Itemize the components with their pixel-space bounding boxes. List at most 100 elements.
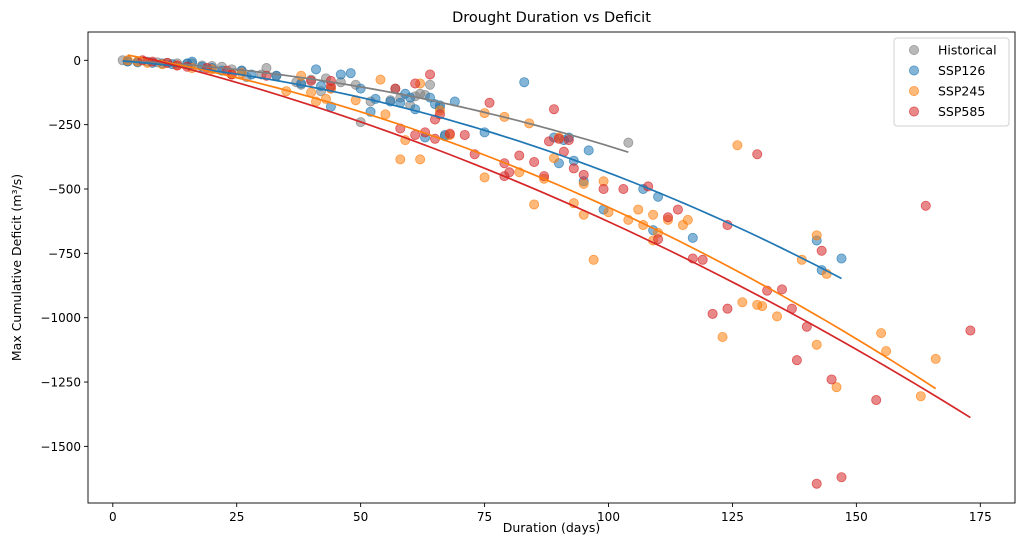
data-point	[395, 154, 406, 165]
data-point	[920, 200, 931, 211]
data-point	[563, 135, 574, 146]
data-point	[425, 69, 436, 80]
data-point	[345, 68, 356, 79]
data-point	[529, 199, 540, 210]
data-point	[618, 183, 629, 194]
data-point	[816, 245, 827, 256]
data-point	[653, 234, 664, 245]
data-point	[405, 92, 416, 103]
data-point	[836, 253, 847, 264]
data-point	[484, 97, 495, 108]
data-point	[271, 70, 282, 81]
data-point	[504, 167, 515, 178]
data-point	[425, 79, 436, 90]
y-tick-label: −1000	[40, 311, 81, 325]
y-tick-label: −500	[48, 183, 81, 197]
data-point	[415, 154, 426, 165]
data-point	[578, 178, 589, 189]
legend-marker-ssp245	[909, 86, 920, 97]
data-point	[479, 172, 490, 183]
data-point	[311, 64, 322, 75]
data-point	[648, 209, 659, 220]
data-point	[915, 391, 926, 402]
data-point	[717, 331, 728, 342]
data-point	[722, 303, 733, 314]
data-point	[544, 136, 555, 147]
data-point	[707, 308, 718, 319]
data-point	[672, 204, 683, 215]
data-point	[811, 230, 822, 241]
data-point	[836, 472, 847, 483]
y-tick-label: −1500	[40, 440, 81, 454]
data-point	[548, 104, 559, 115]
legend-box	[893, 37, 1010, 127]
data-point	[791, 355, 802, 366]
axes-frame	[87, 31, 1016, 504]
x-tick-label: 150	[845, 510, 868, 524]
data-point	[752, 149, 763, 160]
plot-area	[87, 31, 1016, 504]
y-axis-label: Max Cumulative Deficit (m³/s)	[9, 174, 24, 361]
data-point	[633, 204, 644, 215]
data-point	[553, 133, 564, 144]
trend-line-historical	[122, 59, 629, 153]
x-tick-label: 75	[477, 510, 492, 524]
data-point	[732, 140, 743, 151]
data-point	[296, 70, 307, 81]
data-point	[757, 301, 768, 312]
x-tick-label: 175	[969, 510, 992, 524]
data-point	[772, 311, 783, 322]
data-point	[662, 212, 673, 223]
x-tick-label: 125	[721, 510, 744, 524]
x-tick-label: 25	[229, 510, 244, 524]
trend-line-ssp245	[127, 54, 937, 390]
chart-title: Drought Duration vs Deficit	[452, 10, 651, 26]
data-point	[811, 478, 822, 489]
x-tick-label: 50	[353, 510, 368, 524]
y-tick-label: −1250	[40, 376, 81, 390]
data-point	[375, 74, 386, 85]
data-point	[588, 254, 599, 265]
trend-line-ssp126	[122, 60, 842, 280]
data-point	[737, 297, 748, 308]
data-point	[623, 137, 634, 148]
data-point	[568, 163, 579, 174]
legend-label-historical: Historical	[938, 43, 997, 58]
data-point	[335, 69, 346, 80]
legend: Historical SSP126 SSP245 SSP585	[893, 37, 1010, 127]
data-point	[578, 169, 589, 180]
x-tick-label: 100	[597, 510, 620, 524]
data-point	[459, 129, 470, 140]
data-point	[871, 395, 882, 406]
legend-marker-historical	[909, 45, 920, 56]
data-point	[965, 325, 976, 336]
trend-line-ssp585	[142, 56, 971, 419]
legend-marker-ssp126	[909, 65, 920, 76]
x-axis-label: Duration (days)	[503, 520, 601, 535]
axes-ticks: 0 25 50 75 100 125 150 175 0 −250 −500 −750 −1000 −12…	[40, 54, 991, 524]
data-point	[777, 284, 788, 295]
data-point	[831, 382, 842, 393]
data-point	[598, 183, 609, 194]
data-point	[687, 232, 698, 243]
data-point	[583, 145, 594, 156]
data-point	[355, 83, 366, 94]
y-tick-label: −750	[48, 247, 81, 261]
data-point	[682, 214, 693, 225]
y-tick-label: 0	[73, 54, 81, 68]
data-point	[826, 374, 837, 385]
data-point	[930, 353, 941, 364]
data-point	[697, 254, 708, 265]
data-point	[519, 77, 530, 88]
data-point	[876, 328, 887, 339]
data-point	[881, 346, 892, 357]
data-point	[514, 150, 525, 161]
y-tick-label: −250	[48, 118, 81, 132]
data-point	[529, 156, 540, 167]
legend-marker-ssp585	[909, 106, 920, 117]
data-point	[811, 339, 822, 350]
data-point	[380, 109, 391, 120]
legend-label-ssp245: SSP245	[938, 84, 985, 99]
legend-label-ssp126: SSP126	[938, 63, 985, 78]
